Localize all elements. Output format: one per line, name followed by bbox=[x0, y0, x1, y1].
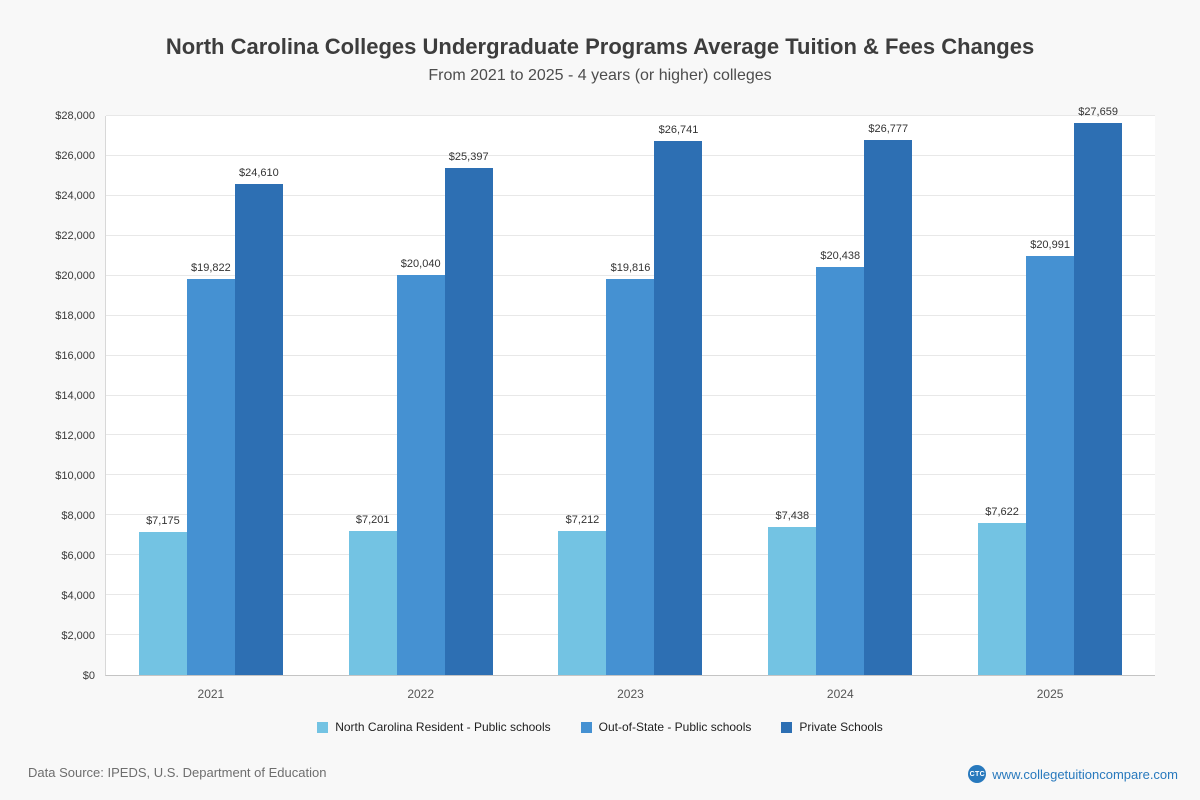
x-tick-label: 2021 bbox=[197, 687, 225, 701]
bar-2022-series-1[interactable]: $7,201 bbox=[348, 514, 397, 675]
y-tick-label: $10,000 bbox=[55, 470, 95, 482]
legend-item-1[interactable]: North Carolina Resident - Public schools bbox=[317, 720, 551, 734]
gridline bbox=[106, 194, 1155, 196]
bar-2023-series-3[interactable]: $26,741 bbox=[654, 124, 703, 675]
chart-subtitle: From 2021 to 2025 - 4 years (or higher) … bbox=[428, 67, 772, 84]
bar-2021-series-3[interactable]: $24,610 bbox=[234, 167, 283, 675]
legend-label: Out-of-State - Public schools bbox=[598, 720, 752, 734]
bar-group-2021: $7,175 $19,822 $24,610 2021 bbox=[138, 116, 283, 701]
bar-2025-series-1[interactable]: $7,622 bbox=[978, 506, 1027, 675]
bar-value-label: $7,175 bbox=[146, 514, 180, 527]
bar-value-label: $7,438 bbox=[775, 509, 810, 522]
bar-value-label: $24,610 bbox=[239, 166, 279, 179]
bar-chart: $0 $2,000 $4,000 $6,000 $8,000 $10,000 $12,000… bbox=[35, 106, 1155, 701]
y-tick-label: $12,000 bbox=[55, 430, 95, 442]
bar-value-label: $7,212 bbox=[565, 514, 600, 527]
bar-group-2023: $7,212 $19,816 $26,741 2023 bbox=[558, 116, 703, 701]
bar-value-label: $7,201 bbox=[355, 514, 390, 527]
x-tick-label: 2025 bbox=[1036, 687, 1064, 701]
bar-value-label: $7,622 bbox=[985, 505, 1019, 518]
legend-label: Private Schools bbox=[799, 720, 883, 734]
bar-2024-series-2[interactable]: $20,438 bbox=[816, 250, 865, 675]
legend-swatch bbox=[781, 721, 793, 733]
gridline bbox=[106, 274, 1155, 276]
bar-2022-series-3[interactable]: $25,397 bbox=[444, 151, 493, 675]
site-link[interactable]: CTC www.collegetuitioncompare.com bbox=[968, 765, 1178, 783]
site-link-label: www.collegetuitioncompare.com bbox=[992, 766, 1178, 782]
y-tick-label: $14,000 bbox=[55, 390, 95, 402]
x-tick-label: 2023 bbox=[617, 687, 644, 701]
bar-value-label: $27,659 bbox=[1078, 105, 1118, 118]
legend: North Carolina Resident - Public schools… bbox=[0, 720, 1200, 734]
gridline bbox=[106, 115, 1155, 116]
x-tick-label: 2024 bbox=[826, 687, 854, 701]
y-tick-label: $20,000 bbox=[55, 270, 95, 282]
bar-2023-series-1[interactable]: $7,212 bbox=[558, 514, 607, 675]
bar-groups: $7,175 $19,822 $24,610 2021 $7,201 $20,040 $25… bbox=[106, 106, 1155, 701]
plot-area: $7,175 $19,822 $24,610 2021 $7,201 $20,040 $25… bbox=[105, 106, 1155, 701]
bar-value-label: $25,397 bbox=[448, 150, 489, 163]
y-tick-label: $0 bbox=[82, 670, 95, 682]
bar-2025-series-2[interactable]: $20,991 bbox=[1026, 239, 1075, 675]
y-tick-label: $6,000 bbox=[61, 550, 95, 562]
gridline bbox=[106, 234, 1155, 236]
bar-value-label: $19,822 bbox=[191, 262, 231, 275]
y-tick-label: $24,000 bbox=[55, 190, 95, 202]
y-tick-label: $8,000 bbox=[61, 510, 95, 522]
data-source-text: Data Source: IPEDS, U.S. Department of E… bbox=[28, 765, 327, 780]
bar-value-label: $20,991 bbox=[1030, 238, 1070, 251]
bar-2024-series-3[interactable]: $26,777 bbox=[864, 123, 913, 675]
y-tick-label: $16,000 bbox=[55, 350, 95, 362]
y-tick-label: $22,000 bbox=[55, 230, 95, 242]
bar-value-label: $20,040 bbox=[400, 257, 441, 270]
bar-value-label: $26,741 bbox=[658, 124, 699, 137]
chart-title: North Carolina Colleges Undergraduate Pr… bbox=[165, 34, 1035, 59]
y-axis: $0 $2,000 $4,000 $6,000 $8,000 $10,000 $12,000… bbox=[35, 110, 105, 682]
legend-swatch bbox=[317, 721, 329, 733]
legend-item-3[interactable]: Private Schools bbox=[781, 720, 883, 734]
y-tick-label: $26,000 bbox=[55, 150, 95, 162]
y-tick-label: $2,000 bbox=[61, 630, 95, 642]
y-tick-label: $18,000 bbox=[55, 310, 95, 322]
bar-2022-series-2[interactable]: $20,040 bbox=[396, 258, 445, 675]
bar-group-2025: $7,622 $20,991 $27,659 2025 bbox=[978, 106, 1123, 701]
legend-label: North Carolina Resident - Public schools bbox=[335, 720, 551, 734]
gridline bbox=[106, 154, 1155, 156]
bar-2024-series-1[interactable]: $7,438 bbox=[768, 510, 817, 675]
x-tick-label: 2022 bbox=[407, 687, 435, 701]
bar-2021-series-1[interactable]: $7,175 bbox=[138, 515, 187, 675]
bar-value-label: $20,438 bbox=[820, 249, 861, 262]
bar-2025-series-3[interactable]: $27,659 bbox=[1074, 106, 1123, 675]
legend-swatch bbox=[580, 721, 592, 733]
bar-group-2024: $7,438 $20,438 $26,777 2024 bbox=[768, 116, 913, 701]
bar-2023-series-2[interactable]: $19,816 bbox=[606, 262, 655, 675]
legend-item-2[interactable]: Out-of-State - Public schools bbox=[580, 720, 752, 734]
bar-value-label: $26,777 bbox=[868, 123, 909, 136]
y-tick-label: $4,000 bbox=[61, 590, 95, 602]
ctc-logo-icon: CTC bbox=[968, 765, 987, 783]
y-tick-label: $28,000 bbox=[55, 110, 95, 122]
bar-2021-series-2[interactable]: $19,822 bbox=[186, 262, 235, 675]
bar-value-label: $19,816 bbox=[610, 262, 651, 275]
bar-group-2022: $7,201 $20,040 $25,397 2022 bbox=[348, 116, 493, 701]
